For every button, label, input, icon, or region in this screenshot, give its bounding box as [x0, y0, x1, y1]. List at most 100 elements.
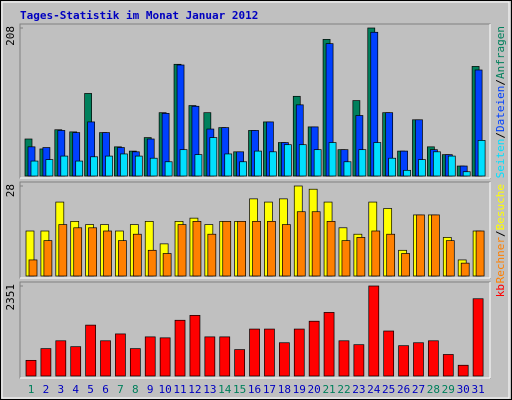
- bar: [353, 344, 365, 377]
- bar: [237, 221, 246, 277]
- x-tick-label: 24: [367, 383, 381, 396]
- legend-separator: /: [494, 132, 507, 139]
- bar: [30, 160, 39, 177]
- legend: Rechner/Besuche: [494, 184, 507, 283]
- bar: [129, 348, 141, 377]
- bar: [43, 240, 53, 277]
- x-tick-label: 29: [442, 383, 455, 396]
- bar: [462, 171, 471, 177]
- x-tick-label: 8: [132, 383, 139, 396]
- y-tick-label: 2351: [4, 284, 17, 311]
- bar: [356, 237, 366, 277]
- bar: [209, 137, 218, 177]
- bar: [204, 336, 216, 377]
- bar: [100, 340, 111, 377]
- bar: [179, 149, 188, 177]
- x-tick-label: 16: [248, 383, 261, 396]
- bar: [222, 221, 232, 277]
- x-tick-label: 12: [188, 383, 201, 396]
- bar: [174, 319, 186, 377]
- legend-entry: kb: [494, 284, 507, 297]
- x-tick-label: 19: [293, 383, 306, 396]
- bar: [254, 150, 262, 177]
- bar: [403, 169, 411, 177]
- x-tick-label: 15: [233, 383, 246, 396]
- bar: [308, 320, 320, 377]
- bar: [293, 328, 305, 377]
- bar: [177, 224, 187, 277]
- x-tick-label: 26: [397, 383, 410, 396]
- bar: [343, 161, 352, 177]
- bar: [298, 144, 307, 177]
- bar: [134, 155, 143, 177]
- bar: [149, 157, 158, 177]
- bar: [115, 333, 126, 377]
- x-tick-label: 6: [102, 383, 109, 396]
- x-tick-label: 18: [278, 383, 291, 396]
- bar: [328, 142, 337, 177]
- bar: [460, 262, 470, 277]
- bar: [428, 340, 439, 377]
- bar: [252, 221, 261, 277]
- x-tick-label: 20: [308, 383, 321, 396]
- bar: [279, 342, 290, 377]
- bar: [341, 240, 351, 277]
- bar: [457, 364, 469, 377]
- bar: [445, 240, 455, 277]
- bar: [269, 151, 277, 177]
- x-tick-label: 3: [57, 383, 64, 396]
- bar: [164, 161, 173, 177]
- bar: [431, 214, 440, 277]
- bar: [132, 233, 142, 277]
- bar: [144, 336, 156, 377]
- legend-entry: Besuche: [494, 184, 507, 230]
- bar: [398, 345, 409, 377]
- bar: [418, 159, 426, 177]
- bar: [88, 227, 97, 277]
- bar: [416, 214, 425, 277]
- bar: [234, 349, 245, 377]
- bar: [447, 155, 456, 177]
- x-tick-label: 28: [427, 383, 440, 396]
- bar: [249, 328, 260, 377]
- x-tick-label: 17: [263, 383, 276, 396]
- bar: [194, 154, 203, 177]
- x-tick-label: 11: [173, 383, 186, 396]
- bar: [60, 155, 69, 177]
- y-tick-label: 28: [4, 184, 17, 197]
- x-tick-label: 14: [218, 383, 232, 396]
- bar: [118, 240, 127, 277]
- bar: [120, 153, 128, 177]
- x-tick-label: 2: [43, 383, 50, 396]
- bar: [386, 233, 396, 277]
- x-tick-label: 27: [412, 383, 425, 396]
- bar: [103, 230, 112, 277]
- bar: [388, 157, 397, 177]
- bar: [284, 144, 292, 177]
- bar: [371, 230, 381, 277]
- x-tick-label: 25: [382, 383, 395, 396]
- bar: [55, 340, 67, 377]
- bar: [401, 253, 410, 277]
- legend-entry: Dateien: [494, 86, 507, 132]
- x-tick-label: 13: [203, 383, 216, 396]
- bar: [282, 224, 291, 277]
- legend-separator: /: [494, 79, 507, 86]
- bar: [224, 153, 233, 177]
- chart-title: Tages-Statistik im Monat Januar 2012: [20, 9, 258, 22]
- legend: Seiten/Dateien/Anfragen: [494, 26, 507, 178]
- bar: [383, 330, 395, 377]
- legend-entry: Anfragen: [494, 26, 507, 79]
- bar: [267, 221, 276, 277]
- legend-separator: /: [494, 230, 507, 237]
- bar: [192, 221, 202, 277]
- x-tick-label: 10: [159, 383, 172, 396]
- bar: [159, 337, 171, 377]
- bar: [75, 160, 84, 177]
- bar: [189, 315, 201, 377]
- x-tick-label: 5: [87, 383, 94, 396]
- x-tick-label: 1: [28, 383, 35, 396]
- x-tick-label: 4: [72, 383, 79, 396]
- bar: [239, 161, 247, 177]
